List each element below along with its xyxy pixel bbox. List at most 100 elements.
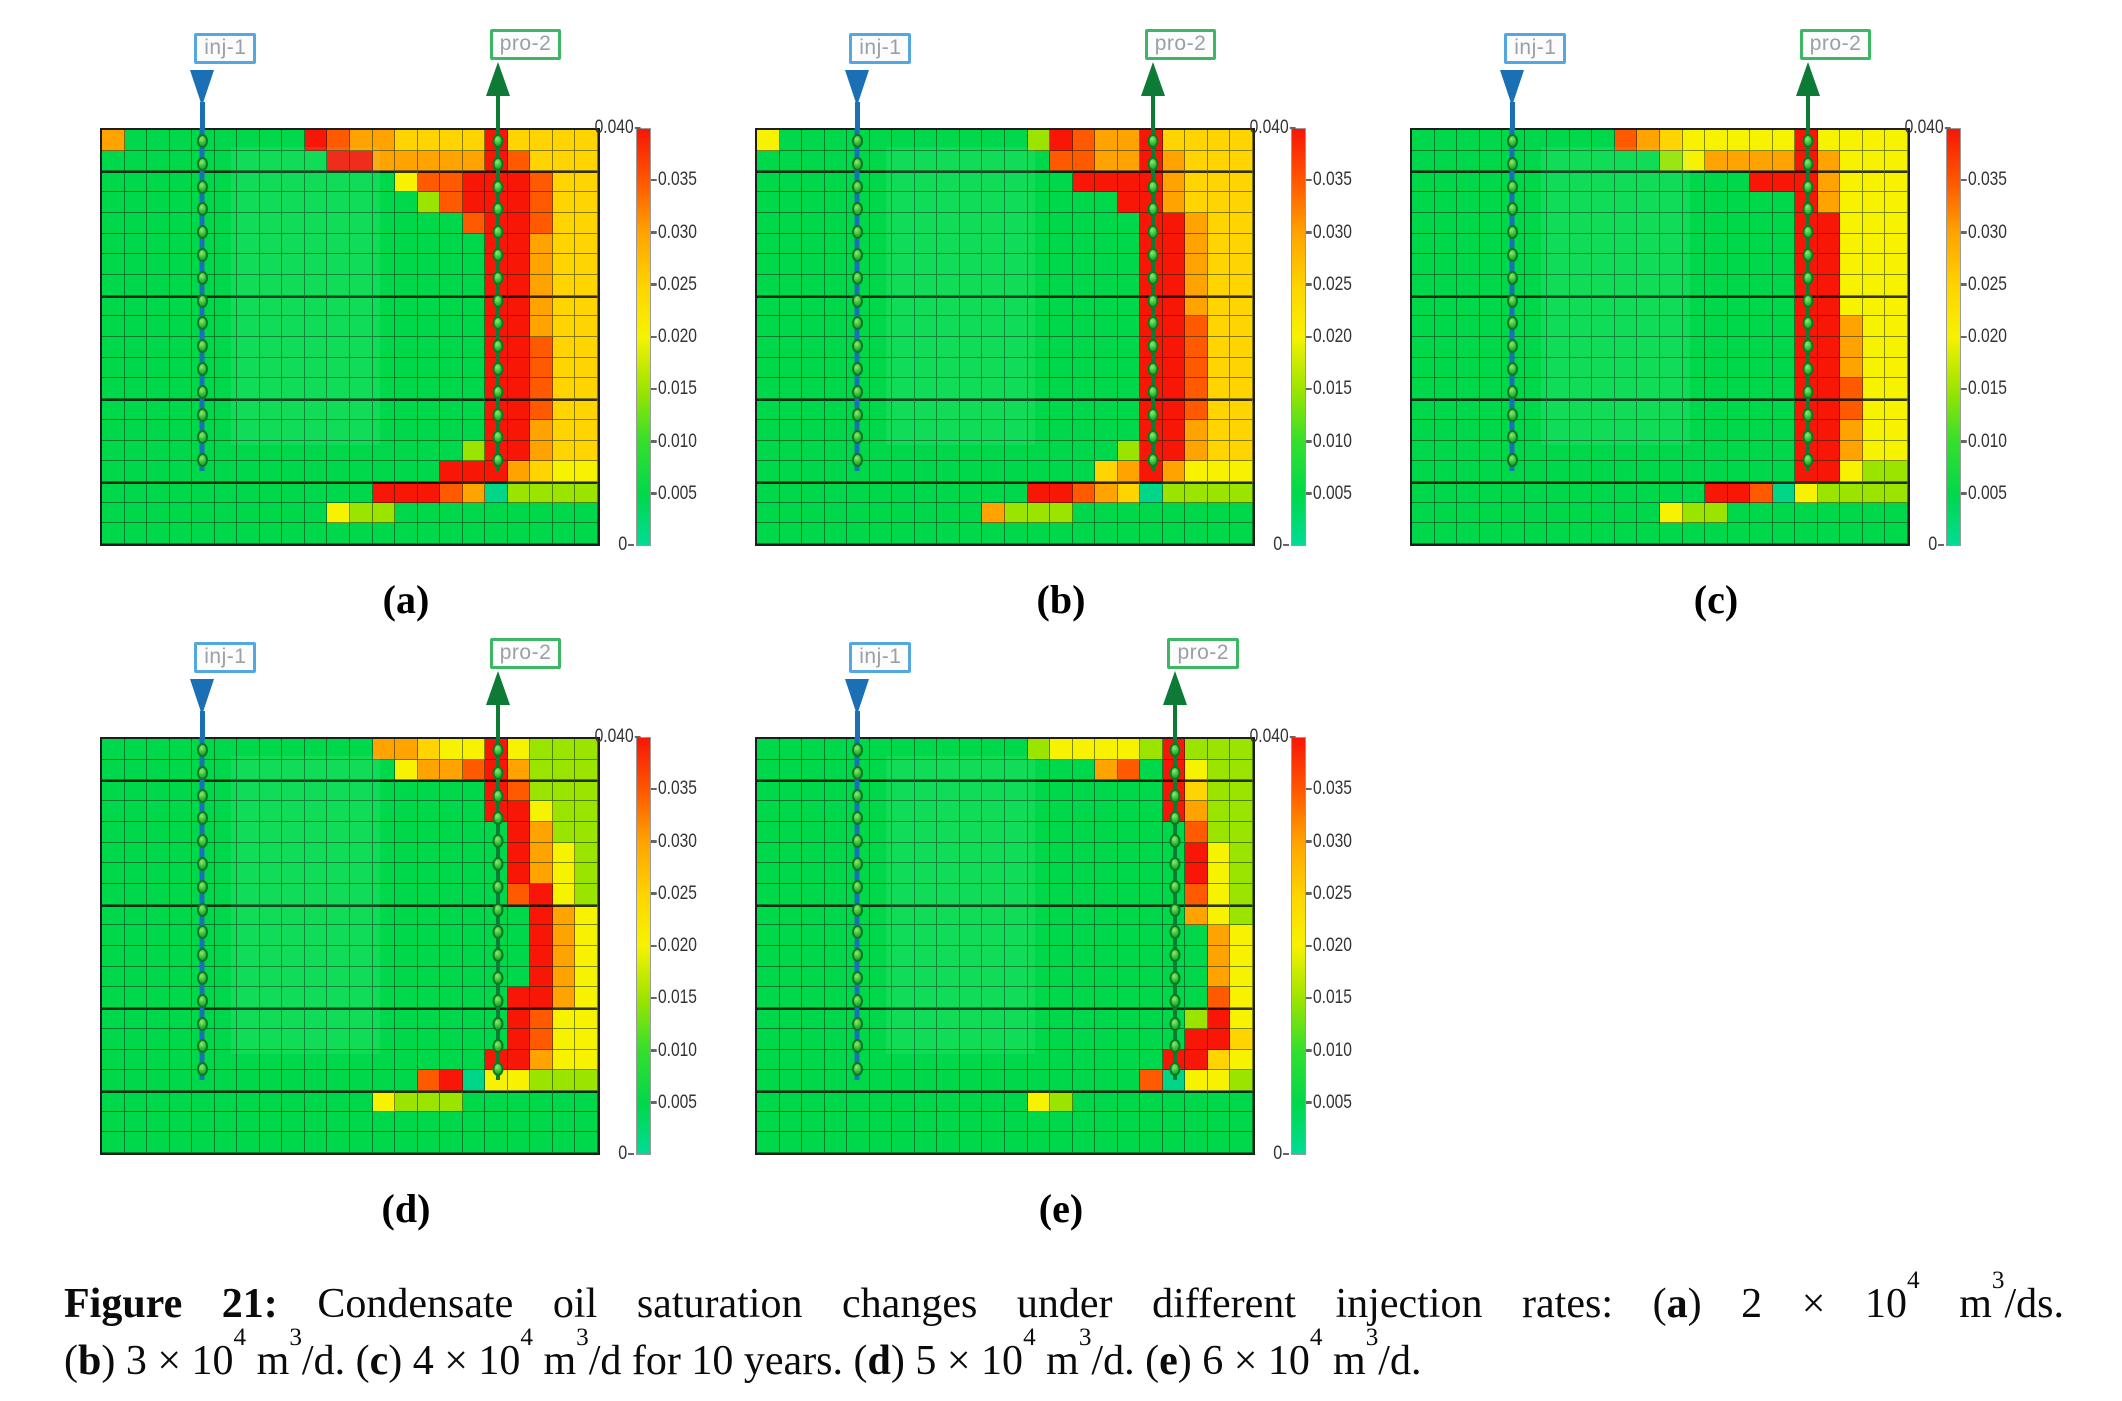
grid-cell [1072,821,1096,843]
grid-cell [847,1132,870,1153]
grid-cell [869,274,893,296]
grid-cell [1027,904,1051,926]
injector-down-arrow-icon [845,70,870,106]
grid-cell [417,1090,441,1112]
grid-cell [802,523,825,544]
grid-cell [395,739,418,760]
grid-cell [1705,378,1728,400]
grid-cell [417,171,441,193]
producer-well-name: pro-2 [499,641,552,664]
grid-cell [982,1111,1005,1133]
grid-cell [1004,192,1028,213]
grid-cell [1230,295,1253,317]
grid-cell [1095,295,1118,317]
grid-cell [169,1049,193,1071]
grid-cell [147,171,170,193]
grid-cell [1117,419,1141,441]
grid-cell [982,1132,1005,1153]
grid-cell [1095,130,1118,151]
grid-cell [982,399,1005,420]
grid-cell [1817,461,1841,482]
grid-cell [937,1008,960,1029]
grid-cell [282,1111,305,1133]
injector-well-name: inj-1 [859,645,902,668]
grid-cell [282,461,305,482]
grid-cell [869,502,893,524]
grid-cell [959,523,983,544]
grid-cell [530,523,553,544]
grid-cell [1162,523,1186,544]
grid-cell [147,759,170,781]
grid-cell [914,821,938,843]
grid-cell [1230,780,1253,802]
grid-cell [1772,274,1796,296]
grid-cell [1050,925,1073,946]
grid-cell [169,481,193,503]
grid-cell [1479,461,1503,482]
grid-cell [1569,419,1593,441]
grid-cell [395,801,418,822]
grid-cell [192,461,215,482]
grid-cell [147,399,170,420]
grid-cell [1230,233,1253,255]
grid-cell [1705,523,1728,544]
grid-cell [169,419,193,441]
producer-well-name: pro-2 [499,32,552,55]
grid-cell [757,440,780,462]
grid-cell [982,481,1005,503]
grid-cell [530,1070,553,1091]
grid-cell [937,1070,960,1091]
injector-down-arrow-icon [845,679,870,715]
grid-cell [892,523,915,544]
grid-cell [440,378,463,400]
injector-shaft [854,711,860,739]
grid-cell [1840,150,1863,172]
perforation-dot-icon [1147,453,1159,468]
grid-cell [1162,316,1186,337]
grid-cell [1772,337,1796,358]
grid-cell [959,759,983,781]
grid-cell [417,378,441,400]
grid-cell [937,966,960,988]
grid-cell [440,274,463,296]
grid-cell [1750,274,1773,296]
grid-cell [282,1049,305,1071]
grid-cell [1162,481,1186,503]
grid-cell [169,171,193,193]
grid-cell [147,295,170,317]
grid-cell [214,440,238,462]
grid-cell [1502,481,1525,503]
grid-cell [1230,1070,1253,1091]
grid-cell [237,481,260,503]
grid-cell [1659,130,1683,151]
grid-cell [575,1111,598,1133]
grid-cell [1095,821,1118,843]
grid-cell [102,378,125,400]
grid-cell [1230,883,1253,905]
grid-cell [462,254,486,275]
grid-cell [237,233,260,255]
grid-cell [982,357,1005,379]
grid-cell [779,295,803,317]
grid-cell [892,1111,915,1133]
grid-cell [349,966,373,988]
grid-cell [1637,295,1660,317]
grid-cell [417,739,441,760]
grid-cell [937,759,960,781]
grid-cell [462,399,486,420]
perforation-dot-icon [1506,430,1518,445]
grid-cell [530,357,553,379]
grid-cell [802,254,825,275]
grid-cell [1072,759,1096,781]
grid-cell [1185,192,1208,213]
saturation-grid [755,737,1255,1155]
grid-cell [147,357,170,379]
grid-cell [304,502,328,524]
perforation-dot-icon [1147,134,1159,148]
perforation-dot-icon [196,1016,208,1031]
grid-cell [102,1070,125,1091]
grid-cell [982,759,1005,781]
grid-cell [237,337,260,358]
grid-cell [1027,523,1051,544]
grid-cell [959,378,983,400]
